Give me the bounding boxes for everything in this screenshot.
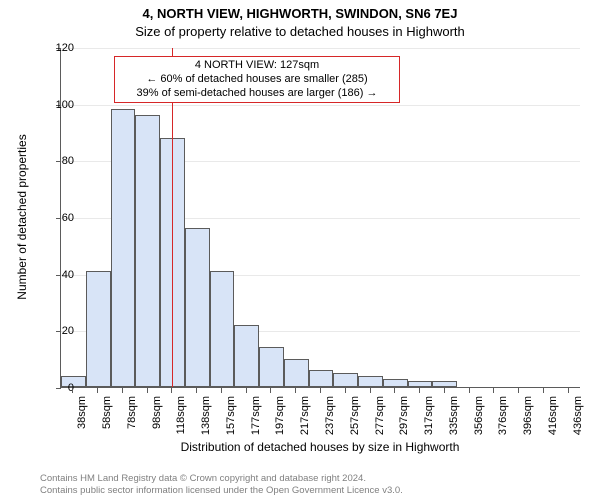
x-axis-label: Distribution of detached houses by size … bbox=[60, 440, 580, 454]
x-tick-mark bbox=[543, 388, 544, 393]
histogram-bar bbox=[86, 271, 111, 387]
histogram-bar bbox=[432, 381, 457, 387]
footer-line-1: Contains HM Land Registry data © Crown c… bbox=[40, 473, 590, 484]
y-tick-label: 120 bbox=[44, 42, 74, 54]
histogram-bar bbox=[309, 370, 334, 387]
x-tick-label: 58sqm bbox=[101, 396, 113, 446]
x-tick-mark bbox=[221, 388, 222, 393]
x-tick-mark bbox=[320, 388, 321, 393]
histogram-bar bbox=[333, 373, 358, 387]
x-tick-label: 277sqm bbox=[374, 396, 386, 446]
histogram-bar bbox=[185, 228, 210, 387]
histogram-bar bbox=[210, 271, 235, 387]
y-axis-label-container: Number of detached properties bbox=[14, 48, 30, 388]
histogram-bar bbox=[408, 381, 433, 387]
x-tick-mark bbox=[72, 388, 73, 393]
x-tick-label: 376sqm bbox=[497, 396, 509, 446]
x-tick-mark bbox=[295, 388, 296, 393]
x-tick-mark bbox=[171, 388, 172, 393]
x-tick-label: 237sqm bbox=[324, 396, 336, 446]
x-tick-mark bbox=[394, 388, 395, 393]
x-tick-label: 197sqm bbox=[274, 396, 286, 446]
histogram-bar bbox=[135, 115, 160, 387]
x-tick-label: 436sqm bbox=[572, 396, 584, 446]
x-tick-mark bbox=[568, 388, 569, 393]
histogram-bar bbox=[111, 109, 136, 387]
y-tick-label: 60 bbox=[44, 212, 74, 224]
annotation-line: ← 60% of detached houses are smaller (28… bbox=[121, 73, 393, 87]
x-tick-mark bbox=[419, 388, 420, 393]
y-tick-label: 0 bbox=[44, 382, 74, 394]
chart-title-main: 4, NORTH VIEW, HIGHWORTH, SWINDON, SN6 7… bbox=[0, 6, 600, 21]
histogram-bar bbox=[383, 379, 408, 388]
x-tick-mark bbox=[147, 388, 148, 393]
plot-area: 4 NORTH VIEW: 127sqm← 60% of detached ho… bbox=[60, 48, 580, 388]
gridline bbox=[61, 105, 580, 106]
x-tick-label: 297sqm bbox=[398, 396, 410, 446]
x-tick-label: 157sqm bbox=[225, 396, 237, 446]
x-tick-label: 416sqm bbox=[547, 396, 559, 446]
x-tick-label: 177sqm bbox=[250, 396, 262, 446]
annotation-line: 39% of semi-detached houses are larger (… bbox=[121, 87, 393, 101]
y-tick-label: 80 bbox=[44, 155, 74, 167]
x-tick-label: 257sqm bbox=[349, 396, 361, 446]
x-tick-label: 78sqm bbox=[126, 396, 138, 446]
footer-line-2: Contains public sector information licen… bbox=[40, 485, 590, 496]
x-tick-mark bbox=[345, 388, 346, 393]
x-tick-label: 98sqm bbox=[151, 396, 163, 446]
x-tick-mark bbox=[518, 388, 519, 393]
footer-attribution: Contains HM Land Registry data © Crown c… bbox=[40, 473, 590, 496]
x-tick-mark bbox=[493, 388, 494, 393]
x-tick-mark bbox=[246, 388, 247, 393]
histogram-bar bbox=[259, 347, 284, 387]
x-tick-mark bbox=[444, 388, 445, 393]
x-tick-mark bbox=[196, 388, 197, 393]
x-tick-mark bbox=[122, 388, 123, 393]
y-tick-label: 20 bbox=[44, 325, 74, 337]
x-tick-mark bbox=[469, 388, 470, 393]
x-tick-label: 118sqm bbox=[175, 396, 187, 446]
histogram-bar bbox=[284, 359, 309, 387]
x-tick-mark bbox=[97, 388, 98, 393]
gridline bbox=[61, 48, 580, 49]
x-tick-mark bbox=[270, 388, 271, 393]
histogram-bar bbox=[234, 325, 259, 387]
x-tick-label: 335sqm bbox=[448, 396, 460, 446]
chart-title-sub: Size of property relative to detached ho… bbox=[0, 24, 600, 39]
x-tick-label: 138sqm bbox=[200, 396, 212, 446]
x-tick-label: 317sqm bbox=[423, 396, 435, 446]
x-tick-mark bbox=[370, 388, 371, 393]
y-tick-label: 40 bbox=[44, 269, 74, 281]
chart-container: { "title_main": "4, NORTH VIEW, HIGHWORT… bbox=[0, 0, 600, 500]
x-tick-label: 217sqm bbox=[299, 396, 311, 446]
x-tick-label: 356sqm bbox=[473, 396, 485, 446]
annotation-line: 4 NORTH VIEW: 127sqm bbox=[121, 59, 393, 73]
y-tick-label: 100 bbox=[44, 99, 74, 111]
annotation-box: 4 NORTH VIEW: 127sqm← 60% of detached ho… bbox=[114, 56, 400, 103]
y-axis-label: Number of detached properties bbox=[15, 47, 29, 387]
histogram-bar bbox=[358, 376, 383, 387]
x-tick-label: 396sqm bbox=[522, 396, 534, 446]
x-tick-label: 38sqm bbox=[76, 396, 88, 446]
